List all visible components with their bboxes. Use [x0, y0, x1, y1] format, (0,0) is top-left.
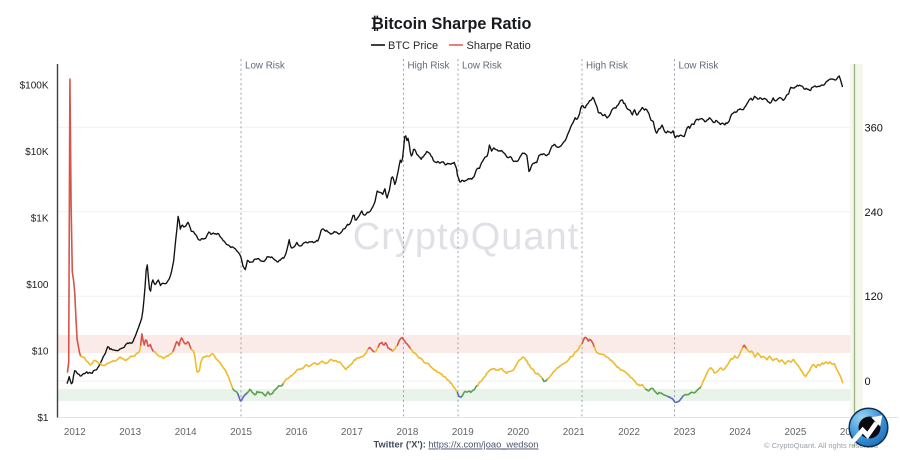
svg-text:2020: 2020 [507, 427, 529, 438]
svg-text:High Risk: High Risk [586, 61, 628, 72]
svg-text:Low Risk: Low Risk [245, 61, 285, 72]
svg-text:2012: 2012 [64, 427, 86, 438]
svg-text:2024: 2024 [729, 427, 751, 438]
svg-text:High Risk: High Risk [408, 61, 450, 72]
svg-text:2022: 2022 [618, 427, 640, 438]
svg-text:2018: 2018 [397, 427, 419, 438]
svg-text:120: 120 [865, 291, 883, 303]
svg-text:$100: $100 [26, 280, 49, 291]
svg-text:2021: 2021 [563, 427, 585, 438]
svg-text:$10: $10 [32, 347, 49, 358]
svg-text:$1K: $1K [31, 214, 49, 225]
svg-text:2025: 2025 [785, 427, 807, 438]
svg-text:© CryptoQuant. All rights rese: © CryptoQuant. All rights reserved [764, 441, 878, 450]
svg-text:0: 0 [865, 376, 871, 388]
svg-text:$100K: $100K [20, 81, 49, 92]
svg-text:2017: 2017 [341, 427, 363, 438]
svg-text:240: 240 [865, 207, 883, 219]
svg-text:2014: 2014 [175, 427, 197, 438]
svg-text:Sharpe Ratio: Sharpe Ratio [467, 40, 531, 52]
svg-text:2023: 2023 [674, 427, 696, 438]
svg-text:360: 360 [865, 122, 883, 134]
svg-text:Low Risk: Low Risk [679, 61, 719, 72]
svg-text:2019: 2019 [452, 427, 474, 438]
svg-text:2016: 2016 [286, 427, 308, 438]
svg-text:CryptoQuant: CryptoQuant [353, 216, 579, 258]
svg-text:BTC Price: BTC Price [388, 40, 438, 52]
svg-text:$10K: $10K [25, 147, 49, 158]
svg-text:2015: 2015 [230, 427, 252, 438]
svg-text:2013: 2013 [119, 427, 141, 438]
svg-text:Low Risk: Low Risk [462, 61, 502, 72]
svg-text:Twitter ('X'): https://x.com/j: Twitter ('X'): https://x.com/joao_wedson [374, 440, 539, 450]
svg-text:$1: $1 [37, 413, 49, 424]
svg-text:₿itcoin Sharpe Ratio: ₿itcoin Sharpe Ratio [371, 15, 532, 33]
